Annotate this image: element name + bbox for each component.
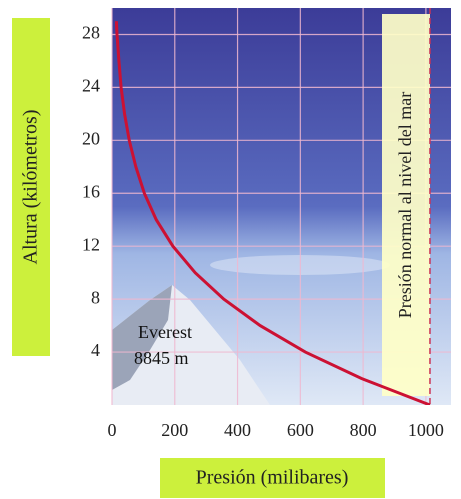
annotation: Everest — [138, 322, 192, 342]
y-tick-label: 28 — [82, 23, 100, 43]
y-tick-label: 24 — [82, 76, 100, 96]
x-tick-label: 600 — [287, 420, 314, 440]
annotation: 8845 m — [134, 348, 189, 368]
y-tick-label: 4 — [91, 340, 100, 360]
x-tick-label: 800 — [350, 420, 377, 440]
chart: Presión normal al nivel del mar Everest … — [0, 0, 461, 499]
y-tick-label: 12 — [82, 234, 100, 254]
x-tick-label: 1000 — [408, 420, 444, 440]
reference-label: Presión normal al nivel del mar — [395, 92, 415, 318]
x-tick-label: 0 — [108, 420, 117, 440]
x-axis-title: Presión (milibares) — [196, 467, 349, 489]
y-axis-title: Altura (kilómetros) — [20, 110, 42, 265]
y-tick-label: 8 — [91, 287, 100, 307]
y-tick-label: 16 — [82, 181, 100, 201]
y-tick-label: 20 — [82, 128, 100, 148]
x-tick-label: 200 — [161, 420, 188, 440]
x-tick-label: 400 — [224, 420, 251, 440]
